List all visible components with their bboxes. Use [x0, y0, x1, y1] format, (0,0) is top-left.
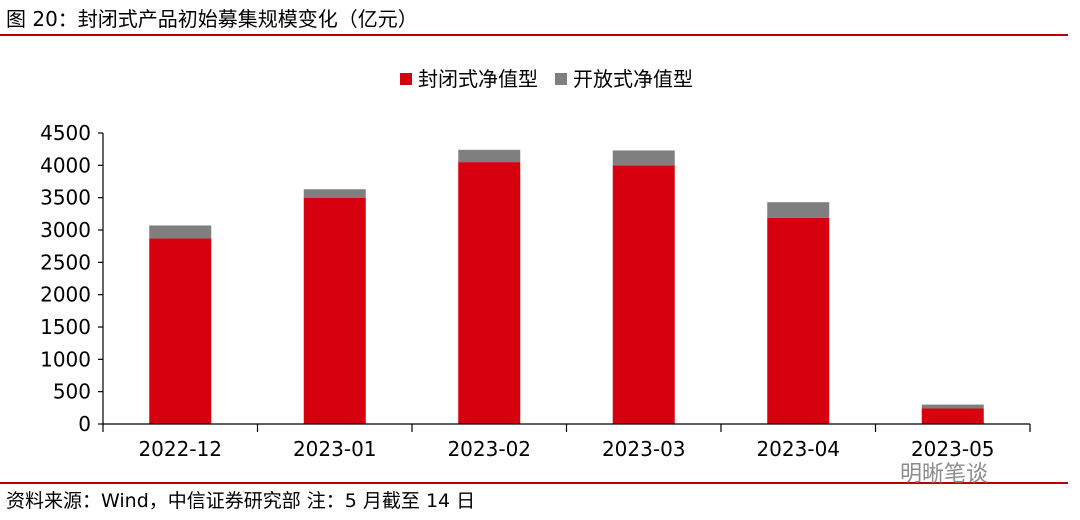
legend-swatch-0 [400, 73, 412, 85]
legend-label-1: 开放式净值型 [573, 67, 693, 91]
y-tick-label: 1000 [40, 347, 91, 371]
y-tick-label: 3500 [40, 186, 91, 210]
bar-closed-2022-12 [149, 238, 212, 424]
title-rule [0, 34, 1068, 36]
y-tick-label: 500 [53, 380, 91, 404]
bar-open-2022-12 [149, 225, 212, 239]
bar-open-2023-02 [458, 149, 521, 163]
bar-closed-2023-01 [303, 197, 366, 424]
figure-title: 图 20：封闭式产品初始募集规模变化（亿元） [6, 7, 418, 31]
legend-swatch-1 [555, 73, 567, 85]
footer-rule [0, 482, 1068, 484]
bar-open-2023-01 [303, 189, 366, 198]
bar-closed-2023-04 [767, 217, 830, 424]
x-tick-label: 2023-05 [911, 437, 995, 461]
x-axis: 2022-12 2023-01 2023-02 2023-03 2023-04 2023-… [102, 423, 1031, 461]
y-tick-label: 2000 [40, 283, 91, 307]
bar-closed-2023-02 [458, 162, 521, 424]
bar-open-2023-05 [921, 404, 984, 409]
y-axis: 0 500 1000 1500 2000 2500 3000 3500 4000 4500 [40, 121, 104, 436]
x-tick-label: 2023-01 [293, 437, 377, 461]
x-tick-label: 2022-12 [138, 437, 222, 461]
stacked-bar-chart: 封闭式净值型 开放式净值型 0 500 1000 1500 2000 2500 3000 350… [40, 67, 1031, 461]
x-tick-label: 2023-03 [602, 437, 686, 461]
legend-label-0: 封闭式净值型 [418, 67, 538, 91]
source-note: 资料来源：Wind，中信证券研究部 注：5 月截至 14 日 [6, 490, 476, 512]
bar-open-2023-04 [767, 202, 830, 218]
x-tick-label: 2023-02 [447, 437, 531, 461]
watermark: 明晰笔谈 [900, 462, 989, 487]
y-tick-label: 3000 [40, 218, 91, 242]
y-tick-label: 4000 [40, 153, 91, 177]
chart-legend: 封闭式净值型 开放式净值型 [400, 67, 693, 91]
bar-closed-2023-05 [921, 408, 984, 424]
bar-open-2023-03 [612, 150, 675, 166]
y-tick-label: 4500 [40, 121, 91, 145]
y-tick-label: 1500 [40, 315, 91, 339]
x-tick-label: 2023-04 [756, 437, 840, 461]
y-tick-label: 0 [78, 412, 91, 436]
y-tick-label: 2500 [40, 250, 91, 274]
bar-closed-2023-03 [612, 165, 675, 424]
bars [149, 149, 984, 424]
